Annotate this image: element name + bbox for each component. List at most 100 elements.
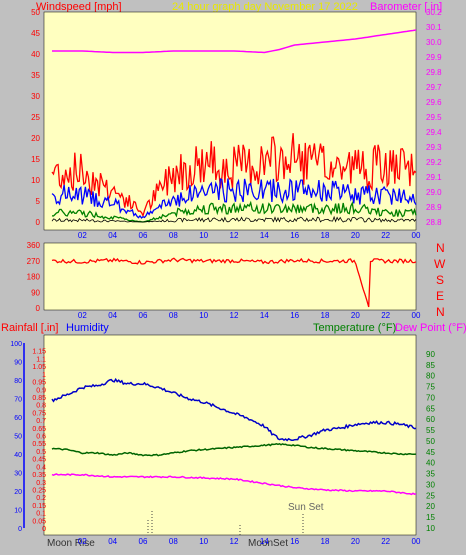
rain-tick-label: 0.25	[32, 487, 46, 494]
baro-tick-label: 30.2	[426, 8, 442, 17]
temp-tick-label: 30	[426, 480, 435, 489]
humidity-tick-label: 30	[14, 471, 22, 478]
graph-date-title: 24 hour graph day November 17 2022	[172, 1, 358, 13]
humidity-tick-label: 60	[14, 415, 22, 422]
temp-plot-area	[43, 334, 417, 536]
temp-tick-label: 85	[426, 361, 435, 370]
barometer-series	[52, 29, 417, 54]
wind-x-tick-label: 12	[230, 231, 239, 240]
wind-x-tick-label: 08	[169, 231, 178, 240]
rain-tick-label: 0.45	[32, 457, 46, 464]
moon-set-label: MoonSet	[248, 538, 288, 549]
wind-low-series	[51, 215, 417, 223]
wind-tick-label: 30	[31, 92, 40, 101]
rain-tick-label: 0.9	[36, 387, 46, 394]
dir-x-tick-label: 22	[381, 311, 390, 320]
moon-rise-label: Moon Rise	[47, 538, 95, 549]
baro-tick-label: 30.0	[426, 38, 442, 47]
dir-x-tick-label: 02	[78, 311, 87, 320]
rain-tick-label: 0.7	[36, 418, 46, 425]
dir-label-w: W	[434, 257, 446, 271]
dir-tick-label: 360	[27, 241, 41, 250]
temp-tick-label: 40	[426, 459, 435, 468]
humidity-tick-label: 90	[14, 360, 22, 367]
rain-tick-label: 0.65	[32, 426, 46, 433]
baro-tick-label: 29.0	[426, 188, 442, 197]
dir-tick-label: 0	[36, 304, 41, 313]
dir-x-tick-label: 12	[230, 311, 239, 320]
temp-tick-label: 45	[426, 448, 435, 457]
baro-axis-title: Barometer [.in]	[370, 1, 442, 13]
rain-tick-label: 1.15	[32, 349, 46, 356]
temp-x-tick-label: 08	[169, 537, 178, 546]
rain-tick-label: 0.2	[36, 495, 46, 502]
dir-tick-label: 270	[27, 257, 41, 266]
direction-plot-area	[43, 242, 417, 311]
temp-x-tick-label: 14	[260, 537, 269, 546]
rain-tick-label: 0.15	[32, 503, 46, 510]
baro-tick-label: 29.9	[426, 53, 442, 62]
temp-x-tick-label: 22	[381, 537, 390, 546]
wind-min-series	[51, 200, 417, 223]
humidity-axis-title: Humidity	[66, 322, 109, 334]
wind-x-tick-label: 18	[321, 231, 330, 240]
rain-tick-label: 0.95	[32, 380, 46, 387]
wind-tick-label: 15	[31, 155, 40, 164]
wind-tick-label: 25	[31, 113, 40, 122]
temp-x-tick-label: 10	[199, 537, 208, 546]
wind-max-series	[51, 133, 417, 218]
wind-x-tick-label: 06	[139, 231, 148, 240]
dewpoint-series	[51, 473, 417, 496]
temp-tick-label: 20	[426, 502, 435, 511]
rain-tick-label: 0	[42, 526, 46, 533]
dew-axis-title: Dew Point (°F)	[395, 322, 466, 334]
wind-x-tick-label: 04	[108, 231, 117, 240]
temp-x-tick-label: 06	[139, 537, 148, 546]
wind-tick-label: 0	[36, 218, 41, 227]
baro-tick-label: 28.8	[426, 218, 442, 227]
rain-tick-label: 0.1	[36, 511, 46, 518]
rain-tick-label: 0.55	[32, 441, 46, 448]
humidity-series	[51, 377, 417, 442]
rain-tick-label: 1.05	[32, 364, 46, 371]
rain-tick-label: 0.75	[32, 410, 46, 417]
temp-tick-label: 15	[426, 513, 435, 522]
direction-series	[51, 257, 417, 308]
dir-x-tick-label: 20	[351, 311, 360, 320]
dir-label-n-top: N	[436, 241, 445, 255]
temp-tick-label: 70	[426, 393, 435, 402]
rain-tick-label: 0.8	[36, 403, 46, 410]
temp-tick-label: 60	[426, 415, 435, 424]
rain-tick-label: 0.35	[32, 472, 46, 479]
wind-tick-label: 20	[31, 134, 40, 143]
baro-tick-label: 29.6	[426, 98, 442, 107]
chart-marks: 0510152025303540455028.828.929.029.129.2…	[10, 8, 442, 546]
baro-tick-label: 29.5	[426, 113, 442, 122]
wind-x-tick-label: 20	[351, 231, 360, 240]
baro-tick-label: 28.9	[426, 203, 442, 212]
temp-x-tick-label: 02	[78, 537, 87, 546]
wind-x-tick-label: 14	[260, 231, 269, 240]
wind-x-tick-label: 10	[199, 231, 208, 240]
wind-avg-series	[51, 178, 417, 219]
humidity-tick-label: 80	[14, 378, 22, 385]
humidity-tick-label: 20	[14, 489, 22, 496]
dir-x-tick-label: 10	[199, 311, 208, 320]
temp-x-tick-label: 00	[412, 537, 421, 546]
temp-tick-label: 90	[426, 350, 435, 359]
wind-tick-label: 35	[31, 71, 40, 80]
rain-tick-label: 1	[42, 372, 46, 379]
temp-x-tick-label: 20	[351, 537, 360, 546]
humidity-tick-label: 40	[14, 452, 22, 459]
baro-tick-label: 29.2	[426, 158, 442, 167]
baro-tick-label: 29.8	[426, 68, 442, 77]
rain-tick-label: 0.6	[36, 434, 46, 441]
dir-x-tick-label: 16	[290, 311, 299, 320]
dir-label-s: S	[436, 273, 444, 287]
temp-x-tick-label: 04	[108, 537, 117, 546]
rain-tick-label: 0.05	[32, 518, 46, 525]
dir-x-tick-label: 14	[260, 311, 269, 320]
baro-tick-label: 30.1	[426, 23, 442, 32]
humidity-tick-label: 10	[14, 508, 22, 515]
wind-tick-label: 45	[31, 29, 40, 38]
